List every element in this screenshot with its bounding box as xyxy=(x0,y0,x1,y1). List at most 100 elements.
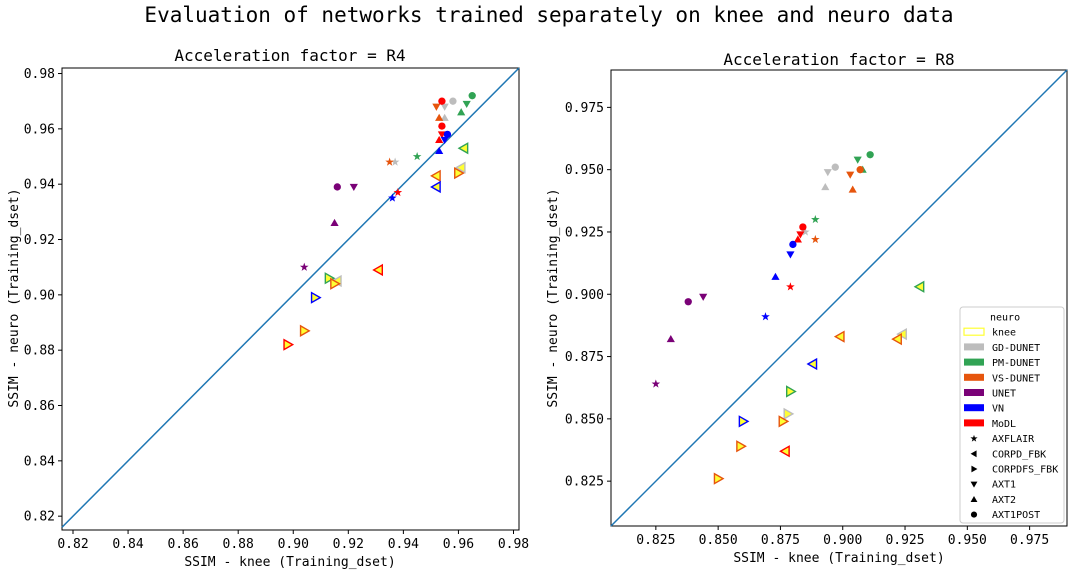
legend-pm-dunet-swatch xyxy=(964,358,984,366)
plot-r4-point-gd-dunet-tri-left xyxy=(454,161,466,174)
legend-knee-label: knee xyxy=(992,328,1016,339)
plot-r4-point-unet-tri-up xyxy=(330,218,339,226)
plot-r4-point-modl-tri-up xyxy=(435,135,444,143)
plot-r8-title: Acceleration factor = R8 xyxy=(723,50,954,69)
plot-r8-y-tick-label: 0.850 xyxy=(565,412,604,427)
plot-r8-point-pm-dunet-circle xyxy=(866,151,874,159)
plot-r4-x-tick-label: 0.84 xyxy=(112,537,143,552)
plot-r4-point-gd-dunet-tri-up xyxy=(440,113,449,121)
plot-r4-point-vn-tri-down xyxy=(440,136,449,145)
legend-unet-swatch xyxy=(964,389,984,396)
plot-r8-point-gd-dunet-star xyxy=(801,227,810,236)
plot-r8-point-pm-dunet-star xyxy=(811,214,820,224)
legend-corpd-fbk-marker xyxy=(970,450,977,458)
plot-r8-x-tick-label: 0.850 xyxy=(699,533,738,548)
plot-r8-point-vn-tri-left xyxy=(806,357,818,371)
plot-r8-point-vs-dunet-tri-left xyxy=(833,330,845,343)
plot-r4-y-tick-label: 0.84 xyxy=(24,454,55,469)
plot-r4-point-unet-circle xyxy=(333,183,341,191)
plot-r4-y-tick-label: 0.90 xyxy=(24,288,55,303)
legend-axt2-label: AXT2 xyxy=(992,495,1016,506)
plot-r4-x-tick-label: 0.88 xyxy=(223,537,254,552)
legend-axt1post-label: AXT1POST xyxy=(992,510,1040,521)
legend-knee-swatch xyxy=(963,327,985,336)
legend-gd-dunet-label: GD-DUNET xyxy=(992,343,1040,354)
plot-r4-y-tick-label: 0.96 xyxy=(24,122,55,137)
plot-r4-x-tick-label: 0.94 xyxy=(388,537,419,552)
legend-vs-dunet-swatch xyxy=(964,373,984,381)
plot-r8-point-vs-dunet-tri-right xyxy=(736,440,747,453)
plot-r4-point-pm-dunet-tri-right xyxy=(324,272,336,285)
plot-r4-x-tick-label: 0.86 xyxy=(167,537,198,552)
plot-r8-x-tick-label: 0.900 xyxy=(823,533,862,548)
plot-r8-point-gd-dunet-tri-down xyxy=(823,169,832,177)
plot-r8-point-vn-circle xyxy=(789,240,797,249)
legend-vn-label: VN xyxy=(992,404,1004,415)
plot-r8-point-unet-star xyxy=(651,379,661,388)
plot-r8-point-gd-dunet-circle xyxy=(831,163,839,171)
plot-r4-point-vn-star xyxy=(388,193,397,202)
plot-r4-point-modl-star xyxy=(393,187,403,197)
plot-r8-point-pm-dunet-tri-down xyxy=(853,156,862,164)
plot-r4-point-gd-dunet-circle xyxy=(449,97,457,105)
plot-r8-point-vs-dunet-star xyxy=(811,234,820,244)
plot-r4-point-modl-circle xyxy=(438,122,446,130)
plot-r4-point-vs-dunet-tri-down xyxy=(432,103,441,111)
plot-r4-point-gd-dunet-tri-down xyxy=(440,103,449,111)
legend-modl-label: MoDL xyxy=(992,419,1016,430)
plot-r4-identity-line xyxy=(61,67,520,528)
plot-r8-identity-line xyxy=(610,69,1068,527)
legend-unet-label: UNET xyxy=(992,389,1016,400)
plot-r8-point-vn-star xyxy=(761,312,770,321)
plot-r4-x-tick-label: 0.96 xyxy=(443,537,474,552)
plot-r4-point-unet-tri-down xyxy=(349,183,358,192)
legend-axflair-marker xyxy=(970,434,978,442)
plot-r4-y-tick-label: 0.86 xyxy=(24,399,55,414)
plot-r8-point-pm-dunet-tri-left xyxy=(913,280,925,293)
plot-r4-x-tick-label: 0.90 xyxy=(278,537,309,552)
legend-box xyxy=(959,306,1065,524)
legend-axt1-marker xyxy=(970,481,978,488)
plot-r8-y-tick-label: 0.950 xyxy=(565,163,604,178)
plot-r8-x-tick-label: 0.950 xyxy=(948,533,987,548)
legend-vn-swatch xyxy=(964,404,984,412)
plot-r8-y-tick-label: 0.925 xyxy=(565,225,604,240)
legend-neuro-header: neuro xyxy=(990,313,1020,324)
plot-r4-point-vn-tri-up xyxy=(435,146,444,155)
plot-r4-point-vn-circle xyxy=(443,130,452,139)
legend-modl-swatch xyxy=(964,419,984,427)
plot-r4: Acceleration factor = R4 SSIM - knee (Tr… xyxy=(7,46,529,570)
plot-r4-y-tick-label: 0.92 xyxy=(24,233,55,248)
plot-r8-x-tick-label: 0.975 xyxy=(1010,533,1049,548)
plot-r8-point-vs-dunet-circle xyxy=(856,166,864,174)
plot-r4-point-vs-dunet-tri-up xyxy=(435,113,444,121)
plot-r4-point-modl-tri-right xyxy=(283,338,295,351)
plot-r4-point-vs-dunet-tri-right xyxy=(330,277,341,290)
plot-r4-point-vs-dunet-tri-left xyxy=(430,169,441,183)
plot-r8-point-vs-dunet-tri-up xyxy=(848,185,857,193)
plot-r4-x-tick-label: 0.98 xyxy=(498,537,529,552)
plot-r8-point-vn-tri-right xyxy=(738,415,750,428)
plot-r8-frame xyxy=(610,69,1068,527)
plot-r4-y-tick-label: 0.94 xyxy=(24,178,55,193)
plot-r8-y-tick-label: 0.875 xyxy=(565,350,604,365)
plot-r4-x-tick-label: 0.82 xyxy=(57,537,88,552)
plot-r8-point-vs-dunet-tri-right xyxy=(778,415,790,428)
legend-gd-dunet-swatch xyxy=(964,343,984,351)
plot-r8: Acceleration factor = R8 SSIM - knee (Tr… xyxy=(546,50,1068,566)
plot-r4-point-pm-dunet-circle xyxy=(468,92,476,100)
plot-r8-point-vn-tri-down xyxy=(786,251,795,259)
plot-r4-x-tick-label: 0.92 xyxy=(333,537,364,552)
plot-r4-point-pm-dunet-tri-left xyxy=(457,142,469,155)
plot-r4-xlabel: SSIM - knee (Training_dset) xyxy=(184,555,395,570)
plot-r8-point-modl-tri-up xyxy=(793,235,802,243)
plot-r8-point-vs-dunet-tri-left xyxy=(891,332,902,346)
plot-r4-y-tick-label: 0.98 xyxy=(24,67,55,82)
plot-r8-x-tick-label: 0.825 xyxy=(636,533,675,548)
plot-r4-y-tick-label: 0.82 xyxy=(24,510,55,525)
plot-r4-point-vn-tri-left xyxy=(430,180,441,194)
plot-r4-point-modl-circle xyxy=(438,97,446,105)
plot-r4-ylabel: SSIM - neuro (Training_dset) xyxy=(7,188,22,407)
plot-r4-point-vs-dunet-tri-right xyxy=(454,166,465,180)
